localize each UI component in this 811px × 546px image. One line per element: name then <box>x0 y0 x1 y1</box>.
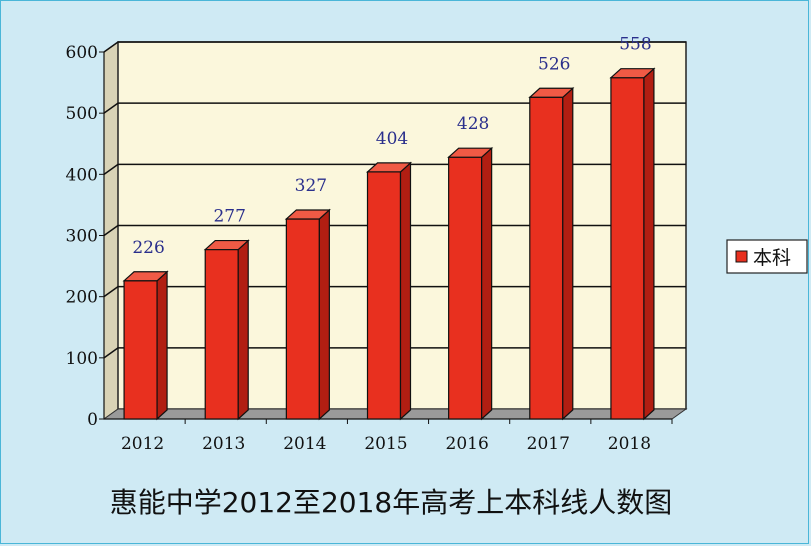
bar-top <box>365 162 413 173</box>
data-label: 428 <box>457 114 489 134</box>
bar-top <box>284 209 331 220</box>
gridline <box>103 285 686 298</box>
x-tick-label: 2012 <box>121 434 164 454</box>
bar-top <box>447 147 494 158</box>
legend-swatch <box>735 250 748 263</box>
y-tick-label: 500 <box>66 104 98 124</box>
data-label: 277 <box>213 207 245 227</box>
y-tick-label: 100 <box>66 349 98 369</box>
bar-top <box>609 68 656 79</box>
bar-front <box>285 218 320 420</box>
y-tick-label: 600 <box>66 43 98 63</box>
y-tick-label: 400 <box>66 165 98 185</box>
bar-side <box>237 239 249 421</box>
x-tick-label: 2015 <box>364 434 407 454</box>
bar-front <box>448 156 483 420</box>
gridline <box>103 163 686 175</box>
bar-front <box>529 96 564 420</box>
chart-title: 惠能中学2012至2018年高考上本科线人数图 <box>110 486 673 519</box>
bar-side <box>318 208 330 421</box>
x-tick-label: 2018 <box>608 434 651 454</box>
bar-front <box>366 171 402 420</box>
y-tick-label: 200 <box>66 288 98 308</box>
bar-top <box>122 271 169 282</box>
x-tick-label: 2013 <box>202 434 245 454</box>
y-tick-label: 300 <box>66 227 98 247</box>
bar-side <box>399 161 412 421</box>
data-label: 526 <box>538 54 570 74</box>
bar-front <box>204 248 239 420</box>
bar-side <box>562 86 574 421</box>
gridline <box>103 102 686 114</box>
x-tick-label: 2017 <box>527 434 570 454</box>
data-label: 327 <box>295 176 327 196</box>
legend: 本科 <box>726 239 808 274</box>
bar-side <box>643 67 655 421</box>
gridline <box>103 41 686 53</box>
bar-front <box>610 77 645 420</box>
data-label: 226 <box>132 238 164 258</box>
data-label: 558 <box>619 35 651 55</box>
y-tick-label: 0 <box>87 410 98 430</box>
legend-label: 本科 <box>753 247 791 269</box>
bar-side <box>156 270 168 421</box>
bar-front <box>123 280 158 420</box>
gridline <box>103 347 686 359</box>
bar-top <box>203 239 250 251</box>
data-label: 404 <box>376 129 408 149</box>
bar-top <box>528 87 575 98</box>
x-tick-label: 2014 <box>283 434 326 454</box>
gridline <box>103 224 686 237</box>
bar-side <box>481 146 493 421</box>
x-tick-label: 2016 <box>446 434 489 454</box>
